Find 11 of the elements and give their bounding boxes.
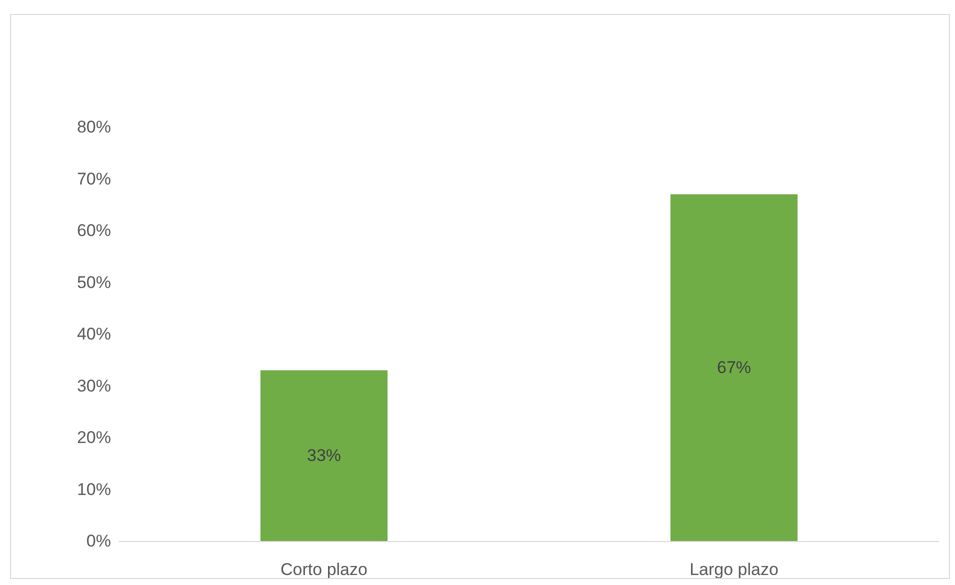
y-tick-label: 10%	[76, 480, 111, 499]
y-tick-label: 50%	[76, 272, 111, 292]
y-tick-label: 0%	[86, 532, 111, 550]
y-tick-label: 80%	[76, 118, 111, 136]
y-tick-label: 40%	[76, 324, 111, 344]
y-tick-label: 60%	[76, 221, 111, 240]
y-tick-label: 30%	[76, 376, 111, 396]
data-label: 67%	[716, 358, 752, 378]
data-label: 33%	[306, 446, 342, 466]
y-tick-label: 70%	[76, 169, 111, 188]
y-tick-label: 20%	[76, 428, 111, 447]
